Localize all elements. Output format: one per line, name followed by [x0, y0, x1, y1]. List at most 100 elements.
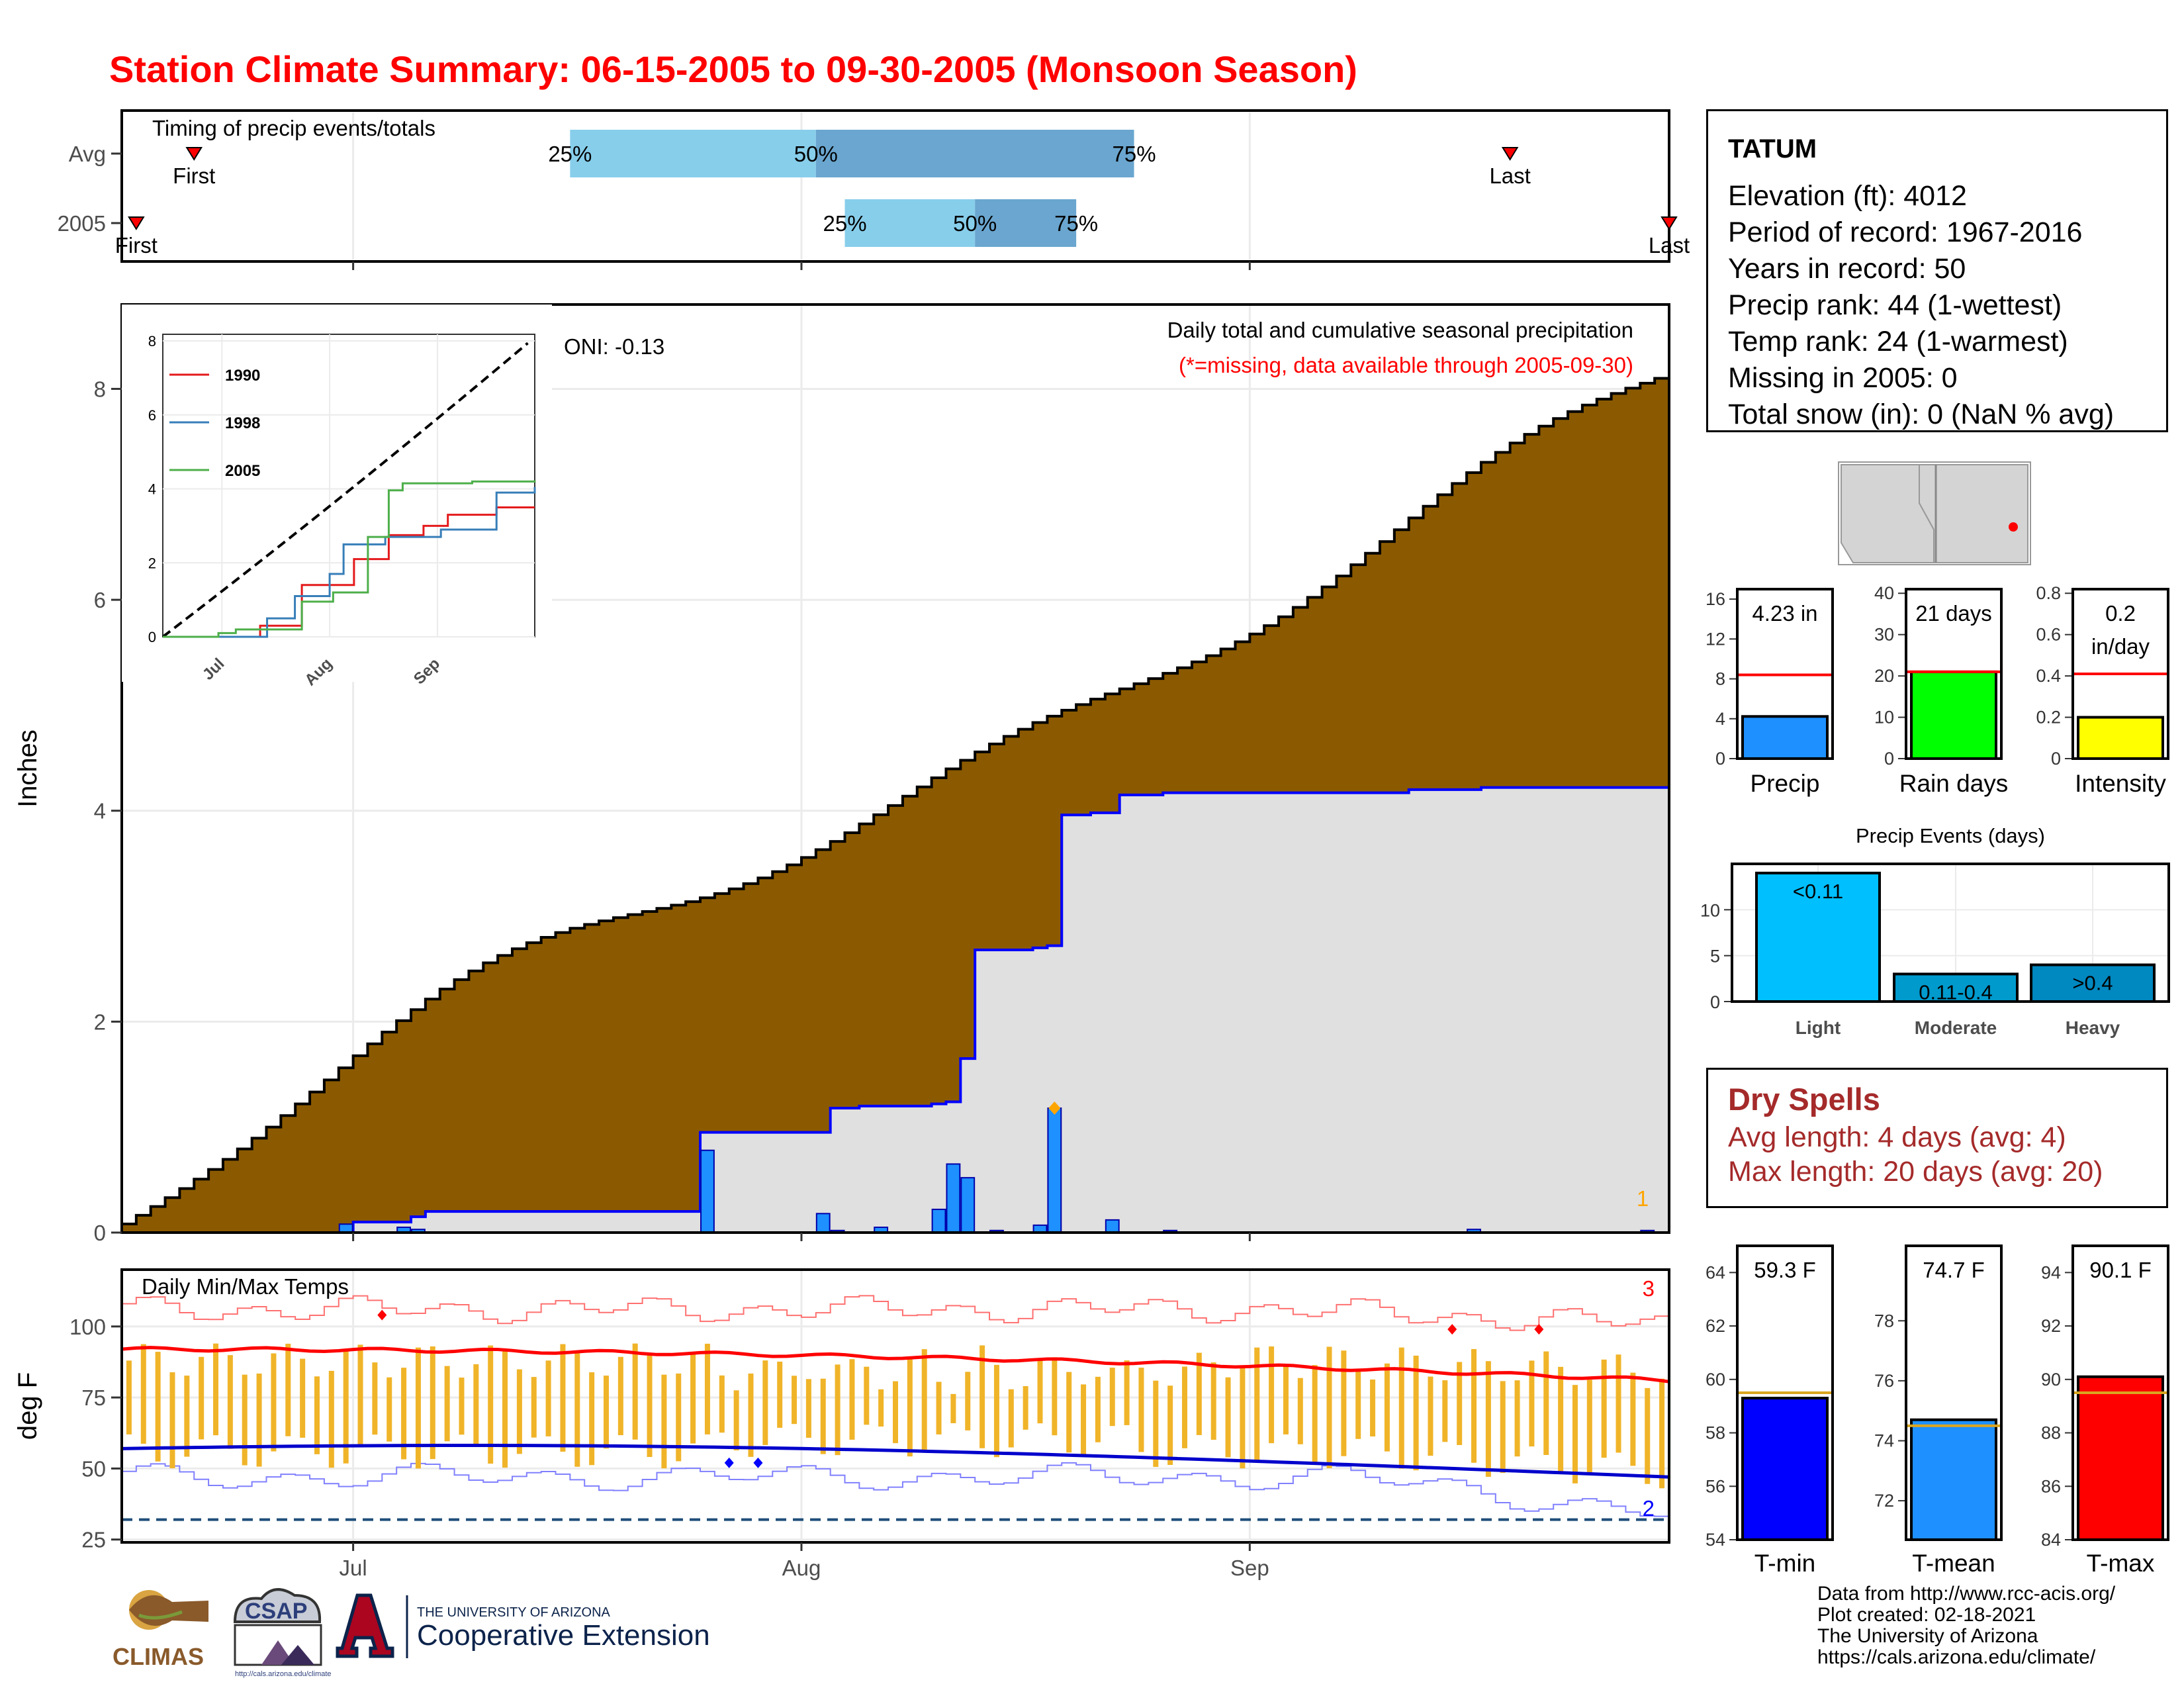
mini-panel-ytick-label: 16 [1706, 589, 1725, 609]
mini-panel-bar [2077, 1375, 2164, 1541]
current-cumulative-line [122, 786, 1670, 1234]
daily-temp-bar [1182, 1366, 1188, 1448]
mini-panel-ytick-label: 40 [1874, 583, 1894, 603]
station-snow: Total snow (in): 0 (NaN % avg) [1728, 399, 2115, 430]
daily-precip-bar [700, 1149, 715, 1233]
events-ytick-label: 10 [1700, 900, 1720, 920]
daily-temp-bar [733, 1390, 739, 1451]
ua-logo: THE UNIVERSITY OF ARIZONA Cooperative Ex… [336, 1593, 710, 1658]
daily-precip-bar [946, 1163, 961, 1234]
daily-temp-bar [993, 1364, 999, 1458]
daily-temp-bar [444, 1366, 450, 1442]
current-cumulative-area [122, 786, 1669, 1233]
daily-temp-bar [617, 1356, 623, 1436]
station-info-box: TATUM Elevation (ft): 4012 Period of rec… [1706, 109, 2168, 432]
precip-chart-subtitle: (*=missing, data available through 2005-… [1179, 353, 1633, 377]
daily-temp-bar [1240, 1368, 1246, 1469]
daily-temp-bar [531, 1377, 537, 1438]
mini-panel-bar [2077, 716, 2164, 761]
daily-temp-bar [762, 1360, 768, 1445]
inset-ytick-label: 4 [148, 481, 156, 498]
temp-ylabel: deg F [13, 1372, 42, 1440]
daily-precip-bar [815, 1213, 831, 1234]
daily-temp-bar [1558, 1366, 1564, 1474]
temp-frame [120, 1268, 1670, 1544]
svg-text:CLIMAS: CLIMAS [113, 1643, 204, 1670]
event-marker [185, 147, 203, 161]
precip-frame [120, 303, 1670, 1234]
daily-temp-bar [227, 1355, 233, 1449]
timeline-title: Timing of precip events/totals [152, 116, 435, 140]
mini-panel-ytick-label: 8 [1715, 669, 1725, 689]
daily-temp-bar [169, 1372, 175, 1469]
daily-temp-bar [1529, 1360, 1535, 1447]
inset-ytick-label: 6 [148, 407, 156, 424]
daily-temp-bar [1095, 1376, 1101, 1442]
temp-corner-label: 3 [1643, 1276, 1655, 1301]
events-chart-title: Precip Events (days) [1856, 824, 2045, 847]
mini-panel-label: Rain days [1899, 770, 2009, 797]
daily-temp-bar [300, 1358, 306, 1438]
daily-temp-bar [1297, 1378, 1303, 1444]
precip-ytick-label: 8 [94, 377, 106, 401]
events-bar [2030, 963, 2156, 1003]
mini-panel-value-label: 90.1 F [2089, 1258, 2152, 1282]
mini-panel-label: T-max [2087, 1550, 2155, 1577]
daily-temp-bar [936, 1382, 942, 1434]
daily-temp-bar [1659, 1378, 1665, 1489]
daily-temp-bar [1370, 1379, 1376, 1436]
daily-temp-bar [1254, 1347, 1260, 1462]
temp-chart-title: Daily Min/Max Temps [142, 1274, 349, 1299]
daily-temp-bar [155, 1352, 161, 1462]
mini-panel-value-label: 0.2 [2105, 601, 2136, 626]
mini-panel-label: Precip [1751, 770, 1820, 797]
quantile-bar-50-75 [815, 130, 1134, 177]
mini-panel-ytick-label: 60 [1706, 1370, 1725, 1389]
daily-temp-bar [343, 1350, 349, 1464]
daily-temp-bar [574, 1352, 580, 1467]
daily-temp-bar [140, 1344, 146, 1444]
daily-temp-bar [632, 1343, 638, 1440]
temp-ytick-label: 100 [69, 1315, 106, 1339]
daily-temp-bar [1008, 1389, 1014, 1448]
mini-panel-ytick-label: 0.2 [2036, 708, 2061, 727]
daily-temp-bar [1586, 1380, 1592, 1475]
quantile-label: 25% [823, 211, 866, 236]
daily-temp-bar [1109, 1368, 1115, 1427]
daily-temp-bar [1153, 1380, 1159, 1467]
temp-xtick-label: Sep [1230, 1556, 1269, 1580]
daily-temp-bar [1210, 1362, 1216, 1440]
daily-temp-bar [1615, 1354, 1621, 1453]
daily-temp-bar [1543, 1351, 1549, 1455]
credit-line: Plot created: 02-18-2021 [1817, 1604, 2036, 1626]
daily-temp-bar [1326, 1346, 1332, 1468]
daily-temp-bar [820, 1378, 826, 1454]
record-min-line [122, 1462, 1669, 1517]
precip-ytick-label: 2 [94, 1009, 106, 1034]
page-title: Station Climate Summary: 06-15-2005 to 0… [109, 48, 1357, 90]
csap-logo: CSAP http://cals.arizona.edu/climate [233, 1588, 332, 1678]
dry-spells-box: Dry Spells Avg length: 4 days (avg: 4) M… [1706, 1068, 2168, 1208]
daily-temp-bar [1312, 1365, 1318, 1462]
daily-temp-bar [459, 1378, 465, 1435]
precip-corner-label: 1 [1637, 1186, 1649, 1211]
station-precip-rank: Precip rank: 44 (1-wettest) [1728, 289, 2062, 321]
daily-temp-bar [126, 1360, 132, 1434]
inset-average-line [161, 342, 529, 638]
daily-temp-bar [1196, 1352, 1202, 1435]
daily-temp-bar [213, 1343, 219, 1436]
avg-max-line [121, 1346, 1670, 1383]
daily-temp-bar [748, 1373, 754, 1457]
daily-temp-bar [271, 1353, 277, 1452]
events-ytick-label: 5 [1710, 947, 1720, 966]
daily-temp-bar [1225, 1377, 1231, 1458]
daily-temp-bar [314, 1376, 320, 1454]
timeline-row-label: Avg [69, 142, 106, 166]
mini-panel-ytick-label: 0.4 [2036, 666, 2061, 686]
daily-temp-bar [676, 1373, 682, 1462]
daily-temp-bar [256, 1373, 262, 1467]
oni-label: ONI: -0.13 [564, 334, 664, 359]
record-marker [1447, 1324, 1457, 1335]
daily-temp-bar [1428, 1376, 1433, 1456]
inset-series-line [163, 480, 536, 638]
